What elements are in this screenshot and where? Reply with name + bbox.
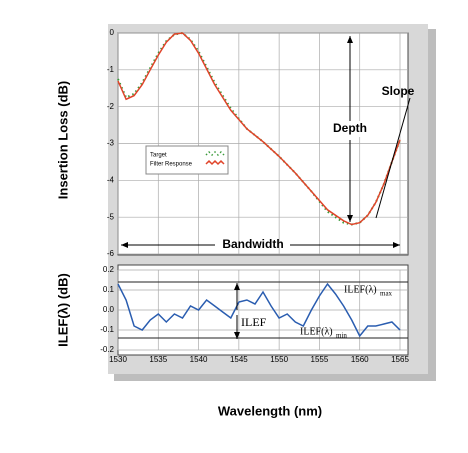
y-tick-label: 0 [110, 28, 115, 37]
x-tick-label: 1530 [109, 355, 127, 364]
annotation: max [380, 290, 393, 298]
x-tick-label: 1565 [391, 355, 409, 364]
x-axis-label: Wavelength (nm) [218, 403, 322, 418]
annotation: min [336, 332, 347, 340]
y-axis-label: Insertion Loss (dB) [55, 81, 70, 199]
series-line [117, 32, 401, 226]
x-tick-label: 1545 [230, 355, 248, 364]
annotation: ILEF [241, 315, 267, 329]
slope-line [375, 97, 411, 219]
x-tick-label: 1535 [149, 355, 167, 364]
y-tick-label: -6 [107, 249, 115, 258]
y-tick-label: -2 [107, 102, 115, 111]
y-tick-label: -5 [107, 212, 115, 221]
label-bg [327, 121, 373, 137]
x-tick-label: 1550 [270, 355, 288, 364]
top-plot [117, 32, 409, 256]
y-tick-label: 0.2 [103, 265, 115, 274]
y-tick-label: -0.1 [100, 325, 114, 334]
x-tick-label: 1555 [311, 355, 329, 364]
x-tick-label: 1540 [190, 355, 208, 364]
series-line [117, 282, 401, 338]
x-tick-label: 1560 [351, 355, 369, 364]
y-tick-label: -4 [107, 175, 115, 184]
y-tick-label: 0.1 [103, 285, 115, 294]
annotation: Slope [382, 84, 415, 98]
annotation: Depth [333, 121, 367, 135]
y-tick-label: 0.0 [103, 305, 115, 314]
y-tick-label: -0.2 [100, 345, 114, 354]
legend-label: Target [150, 153, 167, 159]
annotation: ILEF(λ) [300, 326, 333, 337]
y-tick-label: -1 [107, 65, 115, 74]
legend [145, 145, 229, 175]
annotation: ILEF(λ) [344, 284, 377, 295]
legend-label: Filter Response [150, 162, 193, 168]
y-axis-label: ILEF(λ) (dB) [55, 273, 70, 347]
legend-swatch [205, 150, 225, 157]
y-tick-label: -3 [107, 139, 115, 148]
annotation: Bandwidth [222, 237, 283, 251]
legend-swatch [205, 159, 225, 166]
